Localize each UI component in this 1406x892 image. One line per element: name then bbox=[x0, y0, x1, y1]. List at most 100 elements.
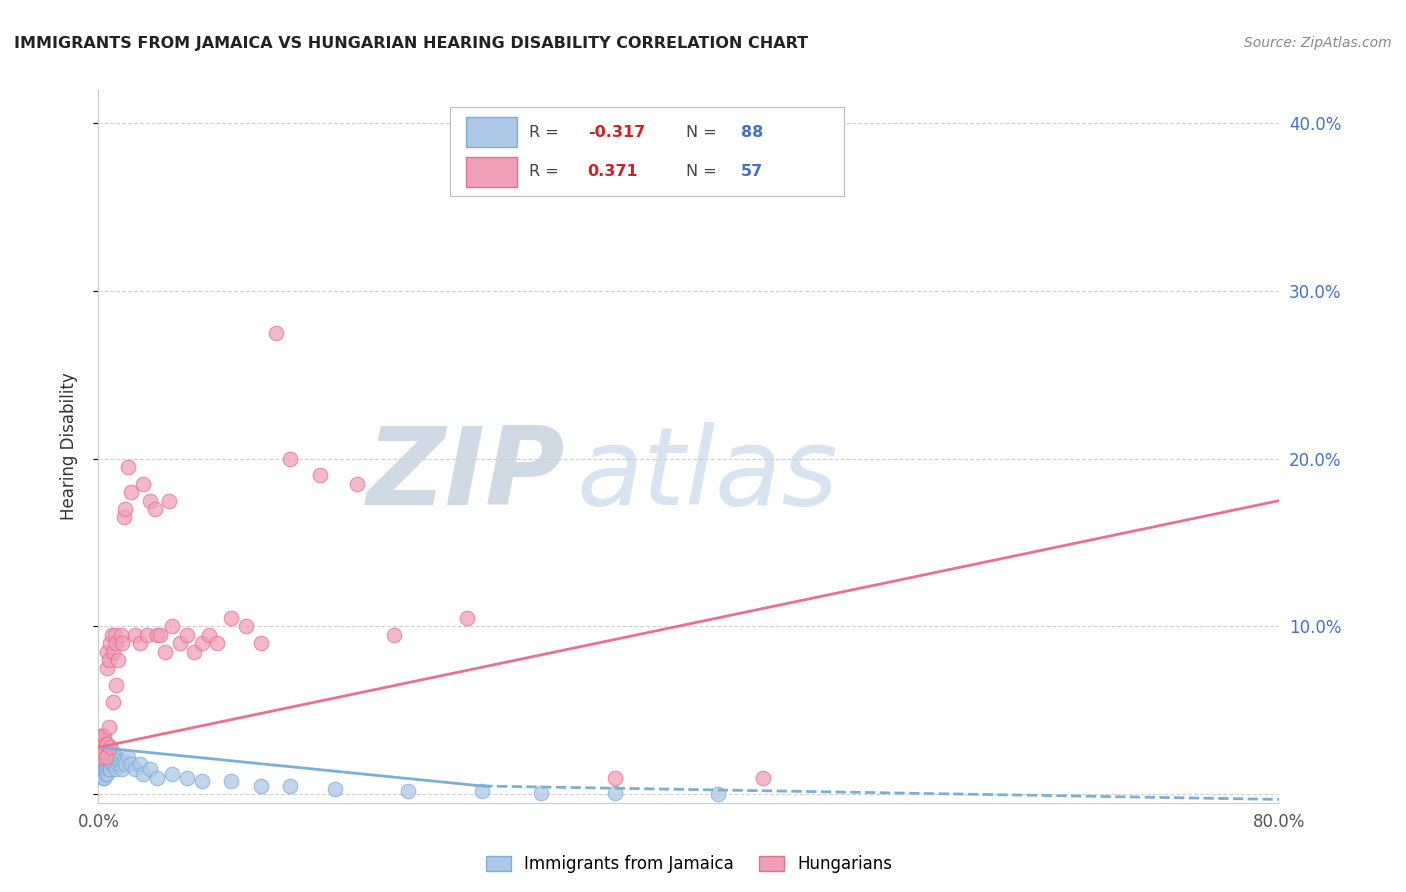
Point bbox=[91, 771, 114, 785]
Point bbox=[97, 653, 120, 667]
Point bbox=[110, 757, 132, 772]
Point bbox=[96, 740, 118, 755]
Point bbox=[124, 762, 146, 776]
Point bbox=[89, 754, 111, 768]
Point bbox=[398, 784, 420, 798]
Point bbox=[90, 750, 112, 764]
Point bbox=[89, 737, 111, 751]
Point bbox=[97, 750, 120, 764]
Point bbox=[107, 757, 129, 772]
Point bbox=[183, 645, 205, 659]
Point bbox=[128, 757, 150, 772]
Point bbox=[191, 636, 214, 650]
Point bbox=[89, 746, 111, 760]
Point bbox=[96, 750, 118, 764]
Y-axis label: Hearing Disability: Hearing Disability bbox=[59, 372, 77, 520]
Point bbox=[221, 611, 243, 625]
Point bbox=[91, 740, 114, 755]
Point bbox=[132, 476, 155, 491]
Point bbox=[93, 746, 115, 760]
Point bbox=[250, 779, 273, 793]
Point bbox=[97, 762, 120, 776]
Point bbox=[94, 737, 117, 751]
Point bbox=[89, 762, 111, 776]
Point bbox=[94, 750, 117, 764]
Point bbox=[382, 628, 405, 642]
Point bbox=[89, 750, 111, 764]
Point bbox=[309, 468, 332, 483]
Point bbox=[93, 746, 115, 760]
Point bbox=[103, 757, 125, 772]
Point bbox=[146, 628, 169, 642]
Point bbox=[91, 733, 114, 747]
Point bbox=[90, 740, 112, 755]
Text: ZIP: ZIP bbox=[367, 422, 565, 527]
Point bbox=[96, 767, 118, 781]
Point bbox=[91, 754, 114, 768]
Point bbox=[117, 750, 139, 764]
Point bbox=[198, 628, 221, 642]
Point bbox=[96, 661, 118, 675]
Point bbox=[91, 740, 114, 755]
Point bbox=[96, 746, 118, 760]
Point bbox=[112, 510, 135, 524]
Point bbox=[105, 762, 128, 776]
Point bbox=[149, 628, 172, 642]
Point bbox=[93, 771, 115, 785]
Point bbox=[96, 757, 118, 772]
Point bbox=[90, 729, 112, 743]
Point bbox=[93, 733, 115, 747]
Text: Source: ZipAtlas.com: Source: ZipAtlas.com bbox=[1244, 36, 1392, 50]
Point bbox=[128, 636, 150, 650]
Point bbox=[93, 754, 115, 768]
Point bbox=[346, 476, 368, 491]
Point bbox=[111, 636, 134, 650]
Point bbox=[105, 750, 128, 764]
Point bbox=[91, 746, 114, 760]
Point bbox=[90, 757, 112, 772]
Point bbox=[94, 762, 117, 776]
Point bbox=[124, 628, 146, 642]
Point bbox=[100, 628, 122, 642]
Point bbox=[98, 750, 121, 764]
Point bbox=[457, 611, 479, 625]
Point bbox=[323, 782, 346, 797]
Point bbox=[103, 695, 125, 709]
Point bbox=[94, 757, 117, 772]
Point bbox=[98, 762, 121, 776]
Point bbox=[250, 636, 273, 650]
Point bbox=[98, 757, 121, 772]
Bar bbox=[465, 157, 517, 187]
Text: -0.317: -0.317 bbox=[588, 125, 645, 139]
Point bbox=[221, 774, 243, 789]
Point bbox=[205, 636, 228, 650]
Point bbox=[117, 460, 139, 475]
Point bbox=[100, 754, 122, 768]
Text: N =: N = bbox=[686, 125, 723, 139]
Point bbox=[96, 737, 118, 751]
Point bbox=[143, 502, 166, 516]
Point bbox=[103, 750, 125, 764]
Point bbox=[91, 762, 114, 776]
Point bbox=[94, 750, 117, 764]
Point bbox=[90, 754, 112, 768]
Bar bbox=[465, 117, 517, 147]
Point bbox=[280, 451, 302, 466]
Point bbox=[114, 757, 136, 772]
Point bbox=[93, 757, 115, 772]
Point bbox=[98, 740, 121, 755]
Point bbox=[264, 326, 287, 340]
Point bbox=[90, 729, 112, 743]
Point bbox=[90, 733, 112, 747]
Text: R =: R = bbox=[529, 164, 568, 178]
Point bbox=[530, 786, 553, 800]
Point bbox=[139, 762, 162, 776]
Point bbox=[97, 720, 120, 734]
Point bbox=[89, 746, 111, 760]
Point bbox=[97, 757, 120, 772]
Point bbox=[97, 740, 120, 755]
Point bbox=[169, 636, 191, 650]
Text: N =: N = bbox=[686, 164, 723, 178]
Point bbox=[100, 757, 122, 772]
Text: IMMIGRANTS FROM JAMAICA VS HUNGARIAN HEARING DISABILITY CORRELATION CHART: IMMIGRANTS FROM JAMAICA VS HUNGARIAN HEA… bbox=[14, 36, 808, 51]
